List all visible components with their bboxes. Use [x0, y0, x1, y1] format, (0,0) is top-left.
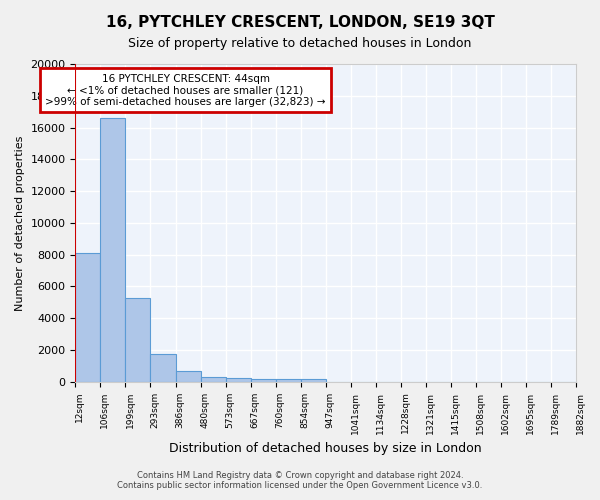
Bar [200, 376, 226, 382]
Bar [301, 380, 326, 382]
Bar [76, 253, 100, 382]
Text: 16 PYTCHLEY CRESCENT: 44sqm
← <1% of detached houses are smaller (121)
>99% of s: 16 PYTCHLEY CRESCENT: 44sqm ← <1% of det… [45, 74, 326, 106]
Bar [100, 118, 125, 382]
Bar [226, 378, 251, 382]
Text: Contains HM Land Registry data © Crown copyright and database right 2024.
Contai: Contains HM Land Registry data © Crown c… [118, 470, 482, 490]
Text: 16, PYTCHLEY CRESCENT, LONDON, SE19 3QT: 16, PYTCHLEY CRESCENT, LONDON, SE19 3QT [106, 15, 494, 30]
Bar [275, 379, 301, 382]
Bar [251, 378, 275, 382]
Y-axis label: Number of detached properties: Number of detached properties [15, 135, 25, 310]
X-axis label: Distribution of detached houses by size in London: Distribution of detached houses by size … [169, 442, 482, 455]
Bar [125, 298, 151, 382]
Bar [151, 354, 176, 382]
Text: Size of property relative to detached houses in London: Size of property relative to detached ho… [128, 38, 472, 51]
Bar [176, 370, 200, 382]
